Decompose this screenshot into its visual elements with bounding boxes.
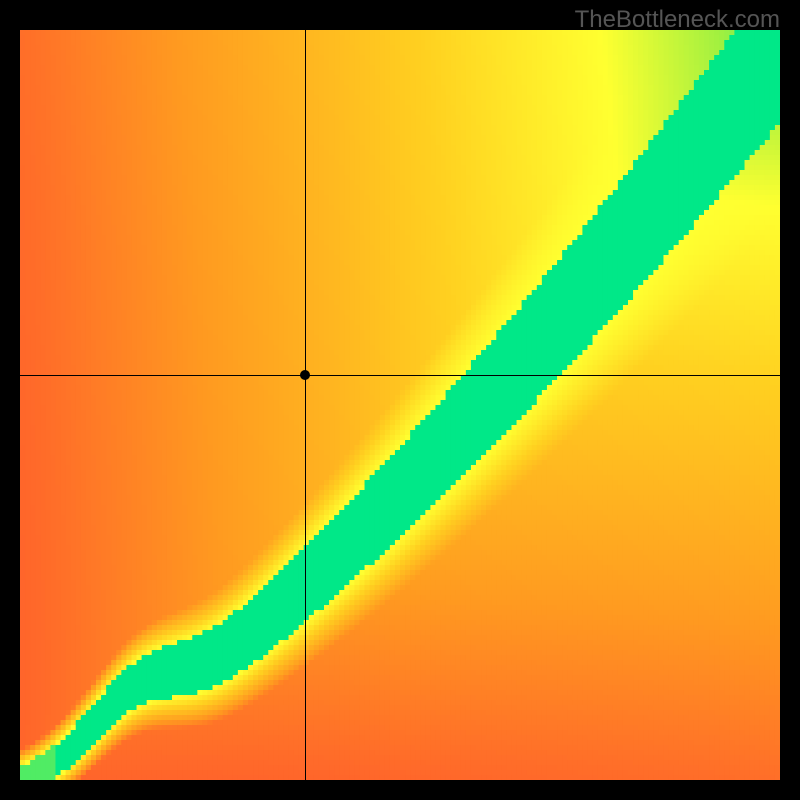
crosshair-vertical xyxy=(305,30,306,780)
crosshair-horizontal xyxy=(20,375,780,376)
chart-container: TheBottleneck.com xyxy=(0,0,800,800)
watermark-text: TheBottleneck.com xyxy=(575,6,780,34)
heatmap-canvas xyxy=(20,30,780,780)
data-point-marker xyxy=(300,370,310,380)
plot-area xyxy=(20,30,780,780)
